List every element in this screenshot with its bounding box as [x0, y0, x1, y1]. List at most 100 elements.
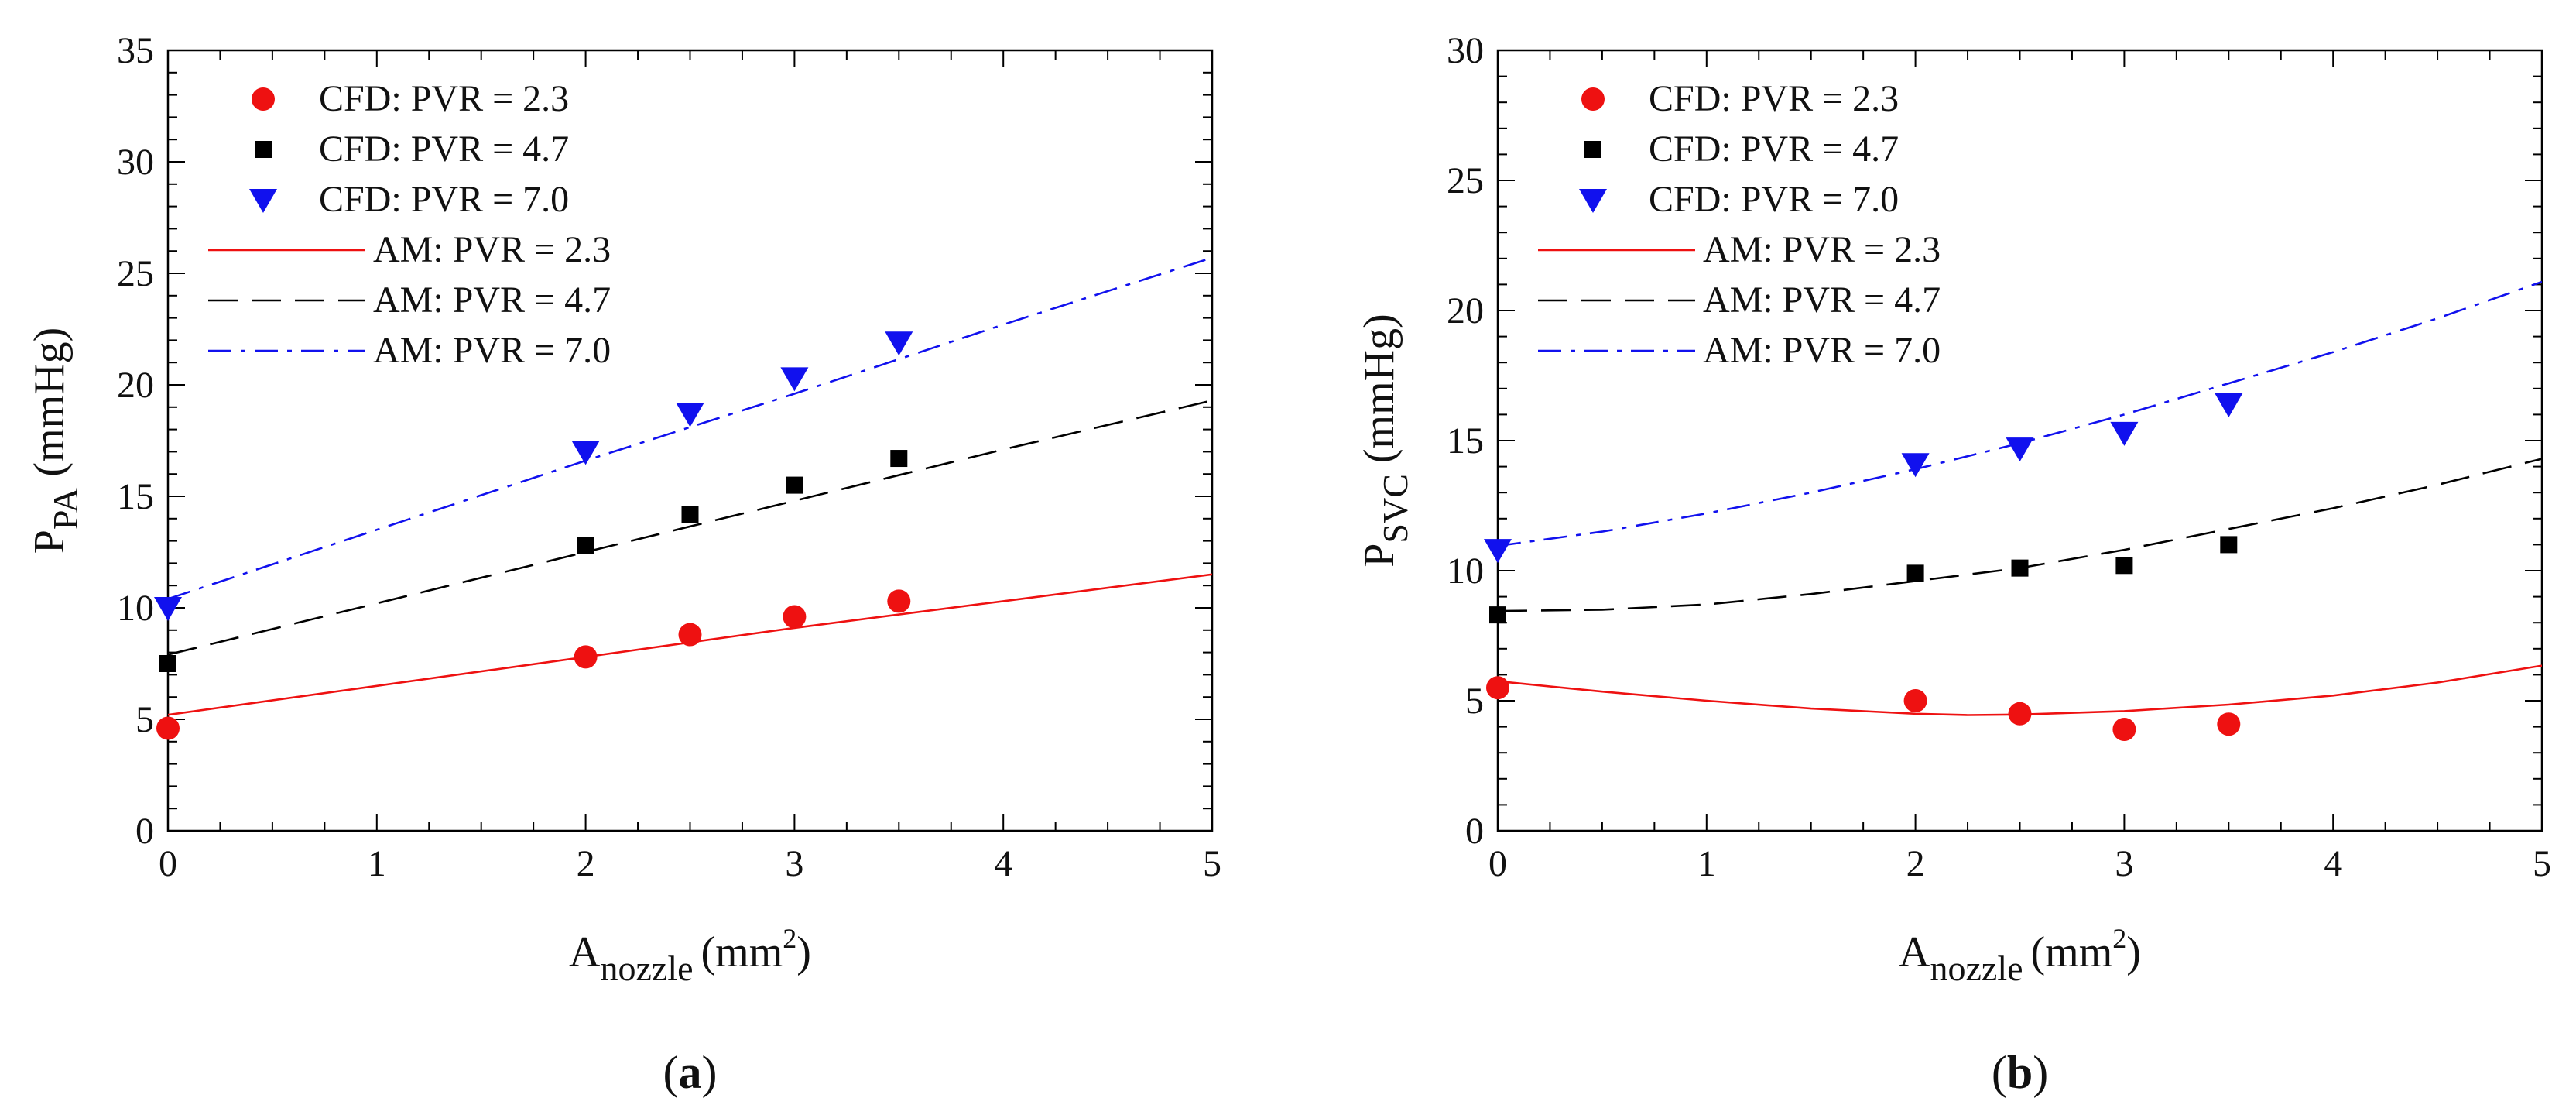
data-point: [1906, 564, 1924, 582]
y-tick-label: 30: [117, 142, 154, 183]
legend-item: AM: PVR = 7.0: [1538, 330, 1941, 371]
panel-label: (b): [1992, 1047, 2048, 1098]
y-tick-label: 20: [117, 365, 154, 406]
x-tick-label: 5: [2533, 843, 2551, 884]
legend-item: AM: PVR = 4.7: [208, 280, 611, 321]
x-tick-label: 2: [577, 843, 595, 884]
data-point: [1489, 606, 1506, 624]
data-point: [2215, 393, 2243, 417]
series-points-1: [159, 450, 908, 672]
series-line-3: [1498, 664, 2542, 716]
legend-label: AM: PVR = 2.3: [373, 229, 611, 270]
legend-label: CFD: PVR = 7.0: [1649, 179, 1899, 220]
legend-item: AM: PVR = 2.3: [208, 229, 611, 270]
data-point: [571, 441, 600, 465]
data-point: [2008, 702, 2032, 726]
y-tick-label: 25: [1447, 160, 1484, 201]
data-point: [1486, 676, 1509, 700]
data-point: [783, 605, 807, 629]
legend-item: CFD: PVR = 2.3: [1581, 78, 1899, 119]
data-point: [2011, 559, 2029, 577]
legend-item: CFD: PVR = 2.3: [252, 78, 569, 119]
data-point: [681, 506, 699, 523]
legend-label: AM: PVR = 2.3: [1703, 229, 1941, 270]
x-tick-label: 0: [1488, 843, 1507, 884]
data-point: [2217, 712, 2241, 736]
series-points-1: [1489, 536, 2238, 624]
series-points-0: [156, 589, 911, 740]
data-point: [2110, 421, 2139, 446]
y-axis-label: PSVC(mmHg): [1355, 314, 1415, 568]
x-tick-label: 3: [2115, 843, 2133, 884]
series-points-2: [154, 331, 913, 621]
x-tick-label: 5: [1203, 843, 1221, 884]
y-tick-label: 10: [1447, 551, 1484, 592]
data-point: [2006, 437, 2034, 462]
y-tick-label: 30: [1447, 30, 1484, 71]
legend-label: AM: PVR = 7.0: [373, 330, 611, 371]
legend-label: CFD: PVR = 4.7: [1649, 129, 1899, 170]
data-point: [154, 597, 182, 621]
data-point: [1903, 689, 1927, 712]
data-point: [780, 367, 809, 392]
legend-marker-swatch: [249, 189, 277, 213]
legend-label: AM: PVR = 4.7: [373, 280, 611, 321]
legend-label: CFD: PVR = 2.3: [319, 78, 569, 119]
data-point: [676, 403, 704, 427]
data-point: [577, 537, 594, 554]
y-tick-label: 25: [117, 253, 154, 294]
legend-item: AM: PVR = 2.3: [1538, 229, 1941, 270]
legend-item: AM: PVR = 7.0: [208, 330, 611, 371]
x-tick-label: 4: [2324, 843, 2342, 884]
x-tick-label: 1: [368, 843, 386, 884]
y-tick-label: 0: [1465, 811, 1484, 852]
data-point: [2115, 557, 2133, 575]
data-point: [887, 589, 911, 613]
y-tick-label: 10: [117, 588, 154, 629]
series-line-5: [1498, 280, 2542, 547]
series-points-2: [1484, 393, 2243, 564]
legend-item: CFD: PVR = 4.7: [1584, 129, 1899, 170]
legend-label: CFD: PVR = 7.0: [319, 179, 569, 220]
data-point: [678, 623, 702, 647]
data-point: [574, 645, 598, 669]
x-tick-label: 2: [1906, 843, 1925, 884]
legend-item: AM: PVR = 4.7: [1538, 280, 1941, 321]
series-points-0: [1486, 676, 2241, 741]
data-point: [2112, 717, 2136, 741]
x-tick-label: 1: [1697, 843, 1716, 884]
legend-marker-swatch: [1581, 87, 1605, 111]
x-tick-label: 0: [159, 843, 177, 884]
data-point: [156, 716, 180, 740]
y-tick-label: 35: [117, 30, 154, 71]
data-point: [2220, 536, 2238, 554]
y-axis-label: PPA(mmHg): [26, 328, 85, 554]
legend: CFD: PVR = 2.3 CFD: PVR = 4.7 CFD: PVR = 7…: [1538, 78, 1941, 371]
series-line-5: [168, 256, 1212, 600]
data-point: [885, 331, 913, 356]
y-tick-label: 5: [1465, 681, 1484, 722]
series-line-4: [168, 399, 1212, 656]
legend-marker-swatch: [1584, 141, 1601, 158]
x-axis-label: Anozzle (mm2): [1899, 923, 2141, 988]
legend-label: CFD: PVR = 2.3: [1649, 78, 1899, 119]
legend-label: CFD: PVR = 4.7: [319, 129, 569, 170]
legend-marker-swatch: [1579, 189, 1607, 213]
x-axis-label: Anozzle (mm2): [569, 923, 811, 988]
y-tick-label: 20: [1447, 290, 1484, 331]
y-tick-label: 15: [117, 476, 154, 517]
x-tick-label: 3: [785, 843, 803, 884]
legend-item: CFD: PVR = 4.7: [255, 129, 569, 170]
legend-item: CFD: PVR = 7.0: [1579, 179, 1899, 220]
x-tick-label: 4: [994, 843, 1012, 884]
data-point: [1901, 453, 1930, 478]
data-point: [159, 655, 176, 672]
y-tick-label: 5: [135, 699, 154, 740]
y-tick-label: 15: [1447, 420, 1484, 461]
legend-label: AM: PVR = 4.7: [1703, 280, 1941, 321]
legend-marker-swatch: [255, 141, 272, 158]
panel-label: (a): [663, 1047, 718, 1098]
legend: CFD: PVR = 2.3 CFD: PVR = 4.7 CFD: PVR = 7…: [208, 78, 611, 371]
